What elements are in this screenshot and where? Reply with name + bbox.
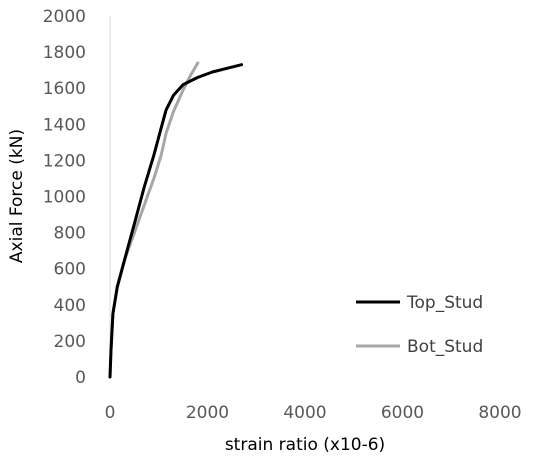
legend: Top_Stud Bot_Stud: [356, 293, 483, 357]
y-tick-label: 1800: [43, 43, 86, 63]
y-tick-label: 1400: [43, 115, 86, 135]
y-tick-label: 2000: [43, 7, 86, 27]
series-line-bot-stud: [108, 61, 200, 379]
y-tick-label: 1000: [43, 188, 86, 208]
x-tick-label: 4000: [283, 403, 326, 423]
y-tick-label: 600: [54, 260, 86, 280]
legend-item: Bot_Stud: [356, 337, 483, 357]
y-tick-label: 1600: [43, 79, 86, 99]
y-tick-label: 400: [54, 296, 86, 316]
y-tick-label: 800: [54, 224, 86, 244]
x-tick-label: 0: [105, 403, 116, 423]
legend-item: Top_Stud: [356, 293, 483, 313]
y-tick-label: 0: [75, 368, 86, 388]
legend-label: Bot_Stud: [407, 337, 483, 357]
x-axis-title: strain ratio (x10-6): [225, 435, 385, 455]
series-layer: [108, 61, 244, 379]
x-tick-label: 8000: [478, 403, 521, 423]
y-tick-label: 1200: [43, 151, 86, 171]
y-tick-labels: 0 200 400 600 800 1000 1200 1400 1600 1800 2000: [43, 7, 86, 388]
series-line-top-stud: [108, 63, 244, 379]
y-axis-title: Axial Force (kN): [7, 129, 27, 263]
x-tick-label: 6000: [381, 403, 424, 423]
y-tick-label: 200: [54, 332, 86, 352]
x-tick-labels: 0 2000 4000 6000 8000: [105, 403, 522, 423]
legend-label: Top_Stud: [406, 293, 483, 313]
x-tick-label: 2000: [186, 403, 229, 423]
